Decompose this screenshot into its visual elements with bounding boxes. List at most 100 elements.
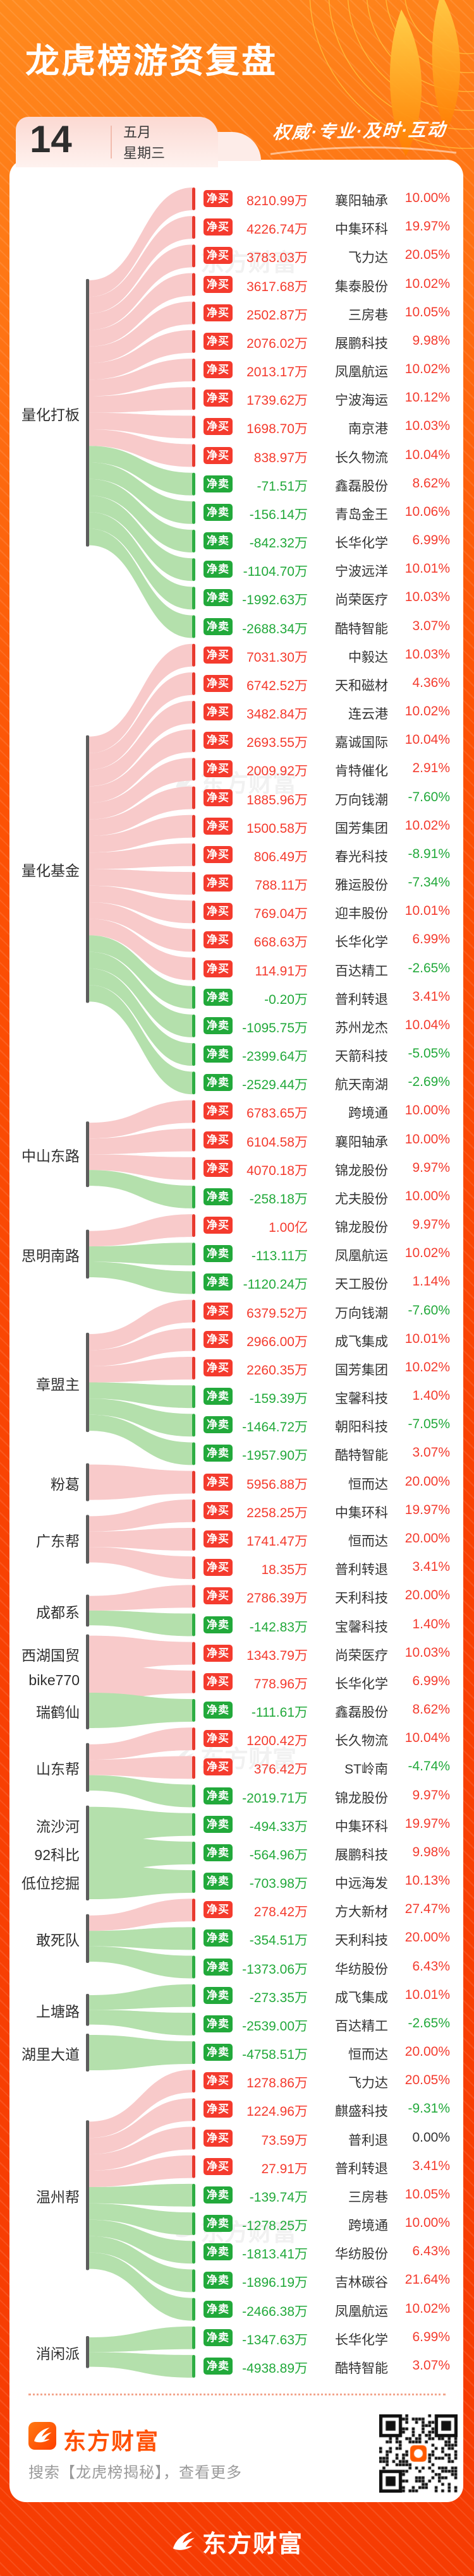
stock-row: 净买 3482.84万 连云港 10.02% <box>0 698 474 726</box>
change-percent: 10.04% <box>404 447 450 462</box>
flow-ribbon <box>89 412 193 439</box>
net-badge: 净卖 <box>204 1844 233 1861</box>
stock-row: 净买 27.91万 普利转退 3.41% <box>0 2153 474 2181</box>
flow-ribbon <box>89 1927 193 1950</box>
net-amount: -71.51万 <box>257 479 308 494</box>
net-badge: 净卖 <box>204 1815 233 1833</box>
row-tick <box>192 244 195 268</box>
row-tick <box>192 1014 195 1037</box>
flow-ribbon <box>89 1328 193 1367</box>
stock-name: 中集环科 <box>335 1819 388 1834</box>
stock-row: 净卖 -1373.06万 华纺股份 6.43% <box>0 1953 474 1981</box>
stock-name: 鑫磊股份 <box>335 479 388 494</box>
stock-row: 净卖 -1896.19万 吉林碳谷 21.64% <box>0 2267 474 2294</box>
eastmoney-swoosh-icon <box>173 2531 195 2550</box>
stock-row: 净买 2013.17万 凤凰航运 10.02% <box>0 356 474 384</box>
net-badge: 净卖 <box>204 2243 233 2261</box>
change-percent: 10.01% <box>404 1987 450 2002</box>
stock-row: 净买 1500.58万 国芳集团 10.02% <box>0 813 474 840</box>
net-badge: 净买 <box>204 1758 233 1776</box>
stock-name: 凤凰航运 <box>335 2304 388 2319</box>
net-amount: -111.61万 <box>251 1705 308 1720</box>
stock-name: 天箭科技 <box>335 1049 388 1064</box>
net-badge: 净卖 <box>204 1873 233 1890</box>
net-amount: 3482.84万 <box>246 707 308 722</box>
stock-row: 净卖 -1347.63万 长华化学 6.99% <box>0 2324 474 2352</box>
row-tick <box>192 501 195 524</box>
flow-ribbon <box>89 814 193 853</box>
stock-name: 襄阳轴承 <box>335 1135 388 1150</box>
stock-name: ST岭南 <box>344 1762 388 1777</box>
stock-name: 中毅达 <box>348 650 388 665</box>
net-amount: -703.98万 <box>249 1876 308 1892</box>
group-bar <box>86 1463 89 1501</box>
stock-name: 宁波海运 <box>335 393 388 408</box>
net-badge: 净卖 <box>204 475 233 492</box>
row-tick <box>192 929 195 952</box>
row-tick <box>192 558 195 581</box>
group-bar <box>86 278 89 547</box>
row-tick <box>192 2326 195 2349</box>
net-amount: -273.35万 <box>249 1990 308 2005</box>
group-bar <box>86 1515 89 1564</box>
flow-ribbon <box>89 1835 193 1871</box>
net-amount: 1200.42万 <box>246 1734 308 1749</box>
flow-ribbon <box>89 1527 193 1551</box>
net-badge: 净买 <box>204 874 233 892</box>
stock-row: 净买 6104.58万 襄阳轴承 10.00% <box>0 1126 474 1154</box>
change-percent: 10.05% <box>404 304 450 319</box>
stock-name: 华纺股份 <box>335 1962 388 1977</box>
row-tick <box>192 1613 195 1637</box>
net-amount: -4938.89万 <box>242 2361 308 2376</box>
stock-row: 净买 668.63万 长华化学 6.99% <box>0 926 474 954</box>
change-percent: 10.06% <box>404 504 450 519</box>
stock-name: 南京港 <box>348 422 388 437</box>
group-label: 章盟主 <box>36 1376 80 1393</box>
stock-row: 净卖 -2529.44万 航天南湖 -2.69% <box>0 1069 474 1097</box>
row-tick <box>192 587 195 610</box>
row-tick <box>192 1185 195 1208</box>
net-badge: 净买 <box>204 247 233 265</box>
net-badge: 净买 <box>204 1302 233 1320</box>
stock-name: 凤凰航运 <box>335 365 388 380</box>
flow-ribbon <box>89 968 193 1066</box>
net-amount: 6379.52万 <box>246 1306 308 1321</box>
stock-name: 酷特智能 <box>335 2361 388 2376</box>
stock-name: 百达精工 <box>335 2018 388 2034</box>
stock-name: 展鹏科技 <box>335 336 388 351</box>
net-badge: 净卖 <box>204 2329 233 2346</box>
stock-row: 净卖 -2399.64万 天箭科技 -5.05% <box>0 1041 474 1068</box>
net-amount: -142.83万 <box>249 1619 308 1635</box>
flow-ribbon <box>89 2219 193 2264</box>
net-badge: 净卖 <box>204 589 233 607</box>
row-tick <box>192 872 195 895</box>
change-percent: -7.60% <box>408 1303 450 1318</box>
net-amount: 376.42万 <box>253 1762 308 1777</box>
net-amount: 1500.58万 <box>246 821 308 836</box>
stock-name: 肯特催化 <box>335 764 388 779</box>
net-amount: 73.59万 <box>261 2133 308 2148</box>
flow-ribbon <box>89 1414 193 1465</box>
stock-name: 春光科技 <box>335 849 388 864</box>
row-tick <box>192 986 195 1009</box>
net-badge: 净买 <box>204 789 233 806</box>
net-amount: 1885.96万 <box>246 792 308 808</box>
change-percent: 10.03% <box>404 647 450 662</box>
flow-ribbon <box>89 1243 193 1266</box>
net-amount: -0.20万 <box>264 992 308 1007</box>
stock-name: 吉林碳谷 <box>335 2275 388 2291</box>
row-tick <box>192 1813 195 1836</box>
change-percent: 6.99% <box>412 2329 450 2344</box>
change-percent: -2.69% <box>408 1075 450 1090</box>
group-label: 低位挖掘 <box>21 1875 80 1892</box>
net-badge: 净卖 <box>204 1958 233 1976</box>
net-badge: 净卖 <box>204 1273 233 1291</box>
stock-name: 恒而达 <box>348 2048 388 2063</box>
stock-row: 净买 1885.96万 万向钱潮 -7.60% <box>0 784 474 812</box>
stock-name: 青岛金王 <box>335 507 388 522</box>
row-tick <box>192 2241 195 2264</box>
stock-name: 迎丰股份 <box>335 907 388 922</box>
net-badge: 净买 <box>204 903 233 921</box>
group-label: 92科比 <box>34 1846 80 1863</box>
stock-row: 净买 788.11万 雅运股份 -7.34% <box>0 869 474 897</box>
